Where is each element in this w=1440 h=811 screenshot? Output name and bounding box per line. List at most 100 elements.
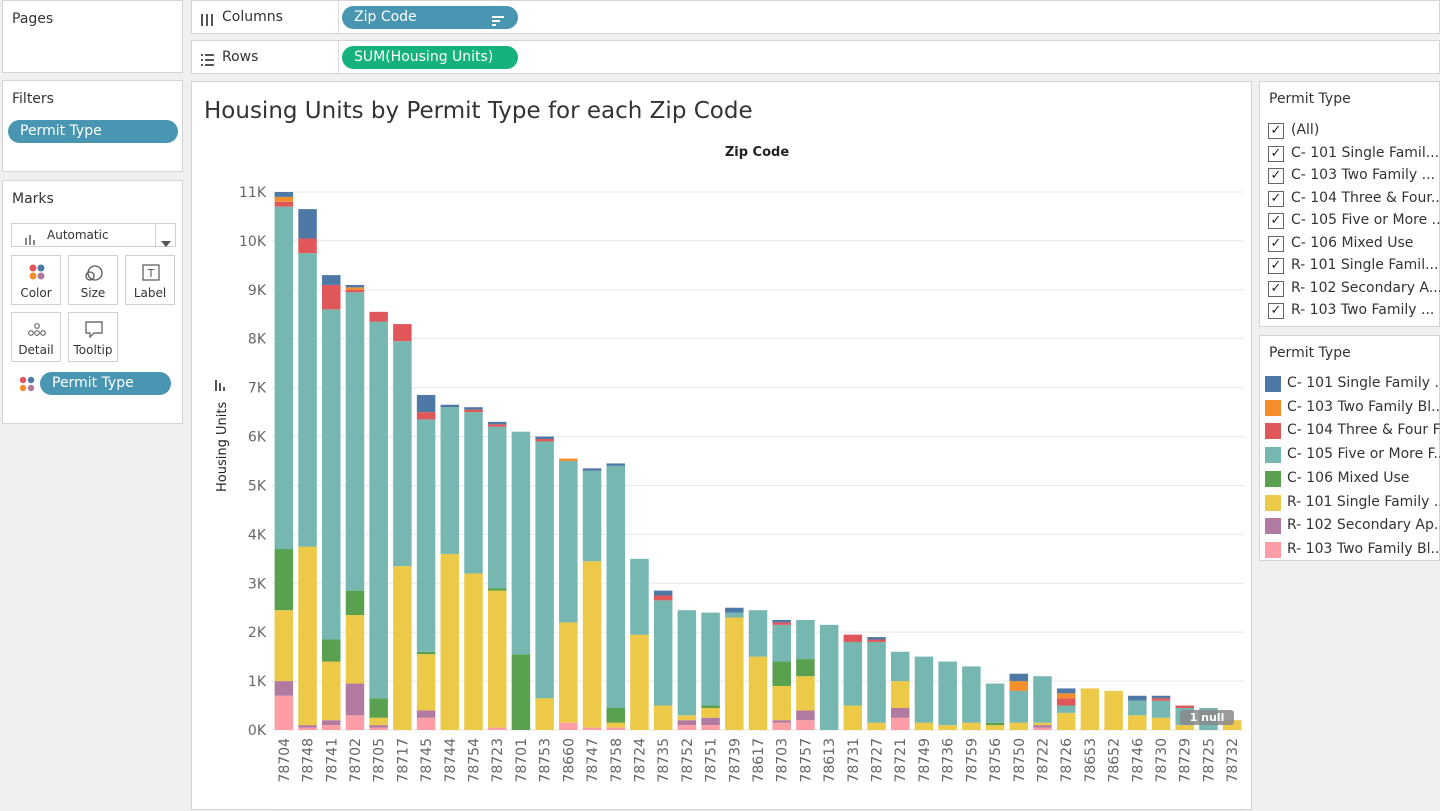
bar-segment[interactable]	[701, 717, 720, 726]
bar-segment[interactable]	[1151, 717, 1171, 730]
filters-shelf[interactable]: Filters Permit Type	[2, 80, 183, 172]
rows-shelf[interactable]: Rows SUM(Housing Units)	[191, 40, 1440, 75]
bar-segment[interactable]	[487, 424, 507, 427]
bar-segment[interactable]	[1151, 695, 1171, 699]
bar-segment[interactable]	[322, 661, 341, 721]
bar-segment[interactable]	[677, 720, 697, 726]
bar-segment[interactable]	[1128, 715, 1147, 730]
bar-segment[interactable]	[725, 617, 744, 730]
bar-segment[interactable]	[1033, 727, 1052, 730]
sort-icon[interactable]	[492, 12, 504, 29]
bar-segment[interactable]	[606, 465, 626, 708]
bar-segment[interactable]	[369, 321, 388, 699]
bar-segment[interactable]	[345, 284, 365, 288]
bar-segment[interactable]	[487, 588, 507, 591]
bar-segment[interactable]	[582, 468, 602, 471]
bar-segment[interactable]	[322, 309, 341, 640]
bar-segment[interactable]	[393, 324, 412, 342]
bar-segment[interactable]	[511, 431, 531, 655]
bar-segment[interactable]	[938, 661, 957, 726]
bar-segment[interactable]	[440, 404, 460, 408]
bar-segment[interactable]	[748, 610, 768, 657]
bar-segment[interactable]	[1056, 712, 1076, 730]
bar-segment[interactable]	[890, 681, 910, 708]
bar-segment[interactable]	[653, 590, 673, 596]
bar-segment[interactable]	[298, 209, 317, 239]
sum-housing-units-pill[interactable]: SUM(Housing Units)	[342, 46, 518, 69]
bar-segment[interactable]	[487, 426, 507, 589]
bar-segment[interactable]	[1056, 705, 1076, 713]
permit-type-color-pill[interactable]: Permit Type	[40, 372, 171, 395]
bar-segment[interactable]	[559, 722, 578, 730]
bar-segment[interactable]	[487, 590, 507, 728]
bar-segment[interactable]	[843, 634, 863, 642]
bar-segment[interactable]	[582, 727, 602, 730]
bar-segment[interactable]	[1175, 725, 1194, 730]
bar-segment[interactable]	[274, 201, 294, 207]
bar-segment[interactable]	[416, 710, 436, 718]
bar-segment[interactable]	[819, 624, 839, 730]
bar-segment[interactable]	[606, 722, 626, 728]
checkbox-icon[interactable]: ✓	[1268, 168, 1284, 184]
bar-segment[interactable]	[298, 238, 317, 254]
bar-segment[interactable]	[890, 707, 910, 718]
bar-segment[interactable]	[464, 412, 483, 574]
bar-segment[interactable]	[559, 458, 578, 461]
checkbox-icon[interactable]: ✓	[1268, 303, 1284, 319]
bar-segment[interactable]	[274, 681, 294, 696]
bar-segment[interactable]	[867, 641, 886, 723]
bar-segment[interactable]	[582, 470, 602, 562]
bar-segment[interactable]	[914, 722, 934, 730]
bar-segment[interactable]	[606, 707, 626, 723]
pages-shelf[interactable]: Pages	[2, 0, 183, 73]
bar-segment[interactable]	[653, 705, 673, 730]
bar-segment[interactable]	[440, 553, 460, 730]
bar-segment[interactable]	[298, 727, 317, 730]
bar-segment[interactable]	[393, 341, 412, 567]
bar-segment[interactable]	[464, 573, 483, 730]
bar-segment[interactable]	[393, 566, 412, 730]
bar-segment[interactable]	[653, 600, 673, 706]
bar-segment[interactable]	[985, 722, 1005, 726]
bar-segment[interactable]	[1009, 690, 1029, 723]
bar-segment[interactable]	[345, 590, 365, 616]
bar-segment[interactable]	[772, 685, 791, 721]
bar-segment[interactable]	[630, 634, 649, 730]
bar-segment[interactable]	[772, 661, 791, 686]
bar-segment[interactable]	[1080, 688, 1100, 730]
bar-segment[interactable]	[274, 192, 294, 197]
bar-segment[interactable]	[1056, 688, 1076, 694]
bar-segment[interactable]	[464, 409, 483, 413]
bar-segment[interactable]	[535, 438, 554, 442]
bar-segment[interactable]	[867, 637, 886, 640]
bar-segment[interactable]	[582, 561, 602, 728]
bar-segment[interactable]	[1033, 722, 1052, 726]
bar-segment[interactable]	[1056, 693, 1076, 699]
bar-segment[interactable]	[1056, 698, 1076, 706]
bar-segment[interactable]	[322, 725, 341, 730]
bar-segment[interactable]	[1151, 698, 1171, 701]
bar-segment[interactable]	[369, 727, 388, 730]
bar-segment[interactable]	[1033, 676, 1052, 723]
permit-type-filter-pill[interactable]: Permit Type	[8, 120, 178, 143]
bar-segment[interactable]	[748, 656, 768, 730]
bar-segment[interactable]	[369, 717, 388, 726]
bar-segment[interactable]	[772, 619, 791, 623]
bar-segment[interactable]	[535, 698, 554, 730]
bar-segment[interactable]	[1009, 673, 1029, 682]
null-indicator[interactable]: 1 null	[1180, 710, 1234, 725]
bar-segment[interactable]	[369, 725, 388, 728]
mark-type-dropdown[interactable]: Automatic	[11, 223, 176, 247]
checkbox-icon[interactable]: ✓	[1268, 190, 1284, 207]
bar-segment[interactable]	[369, 698, 388, 718]
bar-segment[interactable]	[345, 715, 365, 730]
bar-segment[interactable]	[487, 421, 507, 425]
bar-segment[interactable]	[487, 727, 507, 730]
bar-segment[interactable]	[867, 722, 886, 730]
bar-segment[interactable]	[890, 717, 910, 730]
bar-segment[interactable]	[559, 461, 578, 623]
bar-segment[interactable]	[1104, 690, 1123, 730]
bar-segment[interactable]	[369, 311, 388, 322]
bar-segment[interactable]	[677, 725, 697, 730]
bar-segment[interactable]	[1151, 700, 1171, 718]
